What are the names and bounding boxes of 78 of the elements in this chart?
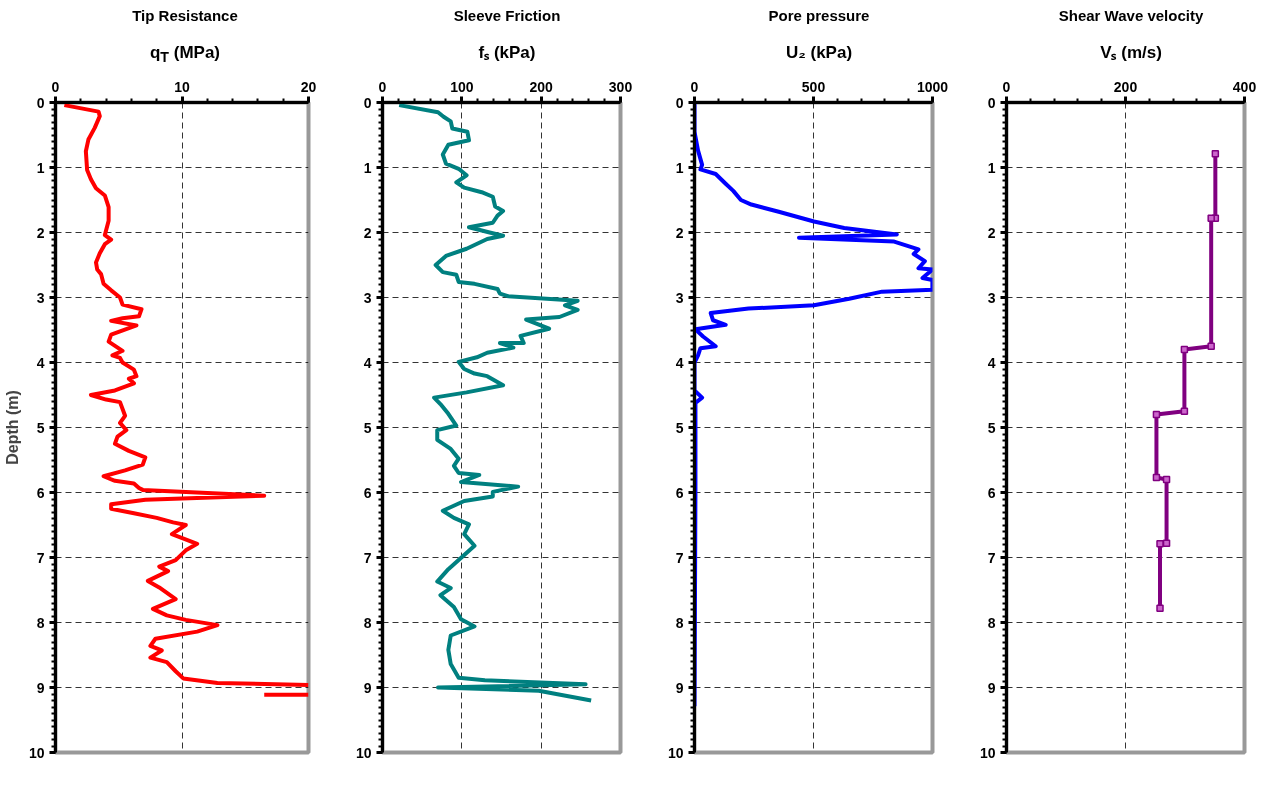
x-tick-label: 0 bbox=[1002, 78, 1011, 95]
y-tick-label: 9 bbox=[36, 679, 45, 696]
x-axis-title: U₂ (kPa) bbox=[785, 42, 853, 64]
y-tick-label: 9 bbox=[675, 679, 684, 696]
y-tick-label: 4 bbox=[675, 354, 684, 371]
x-tick-label: 200 bbox=[1113, 78, 1138, 95]
line-series bbox=[397, 103, 594, 703]
y-tick-label: 8 bbox=[36, 614, 45, 631]
y-tick-label: 10 bbox=[355, 744, 372, 761]
x-tick-label: 0 bbox=[378, 78, 387, 95]
y-tick-label: 1 bbox=[675, 159, 684, 176]
y-tick-label: 7 bbox=[363, 549, 372, 566]
y-tick-label: 3 bbox=[36, 289, 45, 306]
y-tick-label: 7 bbox=[36, 549, 45, 566]
y-tick-label: 1 bbox=[36, 159, 45, 176]
x-tick-label: 20 bbox=[300, 78, 317, 95]
y-tick-label: 6 bbox=[987, 484, 996, 501]
y-tick-label: 3 bbox=[363, 289, 372, 306]
x-tick-label: 400 bbox=[1232, 78, 1257, 95]
y-axis-title: Depth (m) bbox=[3, 390, 21, 465]
point bbox=[1180, 407, 1189, 415]
y-tick-label: 5 bbox=[36, 419, 45, 436]
y-tick-label: 9 bbox=[363, 679, 372, 696]
y-tick-label: 10 bbox=[667, 744, 684, 761]
x-tick-label: 100 bbox=[450, 78, 474, 95]
x-axis-title: q$_{T}$ (MPa) bbox=[149, 42, 221, 68]
point bbox=[1211, 150, 1220, 158]
y-tick-label: 1 bbox=[987, 159, 996, 176]
y-tick-label: 0 bbox=[987, 94, 996, 111]
x-axis-title: fₛ (kPa) bbox=[478, 42, 536, 64]
y-tick-label: 10 bbox=[979, 744, 996, 761]
point bbox=[1152, 410, 1161, 419]
y-tick-label: 8 bbox=[363, 614, 372, 631]
chart-title: Shear Wave velocity bbox=[1058, 6, 1204, 26]
y-tick-label: 7 bbox=[675, 549, 684, 566]
point bbox=[1162, 539, 1171, 547]
point bbox=[1180, 345, 1189, 354]
y-tick-label: 1 bbox=[363, 159, 372, 176]
x-axis-title: Vₛ (m/s) bbox=[1100, 42, 1162, 64]
y-tick-label: 4 bbox=[987, 354, 996, 371]
x-tick-label: 0 bbox=[51, 78, 60, 95]
y-tick-label: 5 bbox=[987, 419, 996, 436]
y-tick-label: 6 bbox=[36, 484, 45, 501]
x-tick-label: 1000 bbox=[916, 78, 949, 95]
y-tick-label: 0 bbox=[36, 94, 45, 111]
y-tick-label: 8 bbox=[987, 614, 996, 631]
y-tick-label: 9 bbox=[987, 679, 996, 696]
y-tick-label: 0 bbox=[363, 94, 372, 111]
y-tick-label: 4 bbox=[36, 354, 45, 371]
y-tick-label: 5 bbox=[675, 419, 684, 436]
x-tick-label: 300 bbox=[608, 78, 633, 95]
chart-title: Sleeve Friction bbox=[453, 6, 561, 26]
y-tick-label: 5 bbox=[363, 419, 372, 436]
x-tick-label: 10 bbox=[174, 78, 190, 95]
x-tick-label: 200 bbox=[529, 78, 554, 95]
y-tick-label: 7 bbox=[987, 549, 996, 566]
point bbox=[1207, 214, 1215, 222]
y-tick-label: 4 bbox=[363, 354, 372, 371]
y-tick-label: 2 bbox=[675, 224, 684, 241]
y-tick-label: 2 bbox=[36, 224, 45, 241]
y-tick-label: 8 bbox=[675, 614, 684, 631]
y-tick-label: 2 bbox=[363, 224, 372, 241]
point bbox=[1207, 342, 1215, 350]
y-tick-label: 3 bbox=[675, 289, 684, 306]
point bbox=[1156, 540, 1164, 548]
y-tick-label: 10 bbox=[28, 744, 45, 761]
point bbox=[1156, 604, 1164, 612]
x-tick-label: 0 bbox=[690, 78, 699, 95]
point bbox=[1152, 473, 1161, 482]
y-tick-label: 6 bbox=[363, 484, 372, 501]
chart-title: Pore pressure bbox=[768, 6, 870, 26]
chart-title: Tip Resistance bbox=[132, 6, 238, 26]
y-tick-label: 3 bbox=[987, 289, 996, 306]
x-tick-label: 500 bbox=[801, 78, 826, 95]
y-tick-label: 6 bbox=[675, 484, 684, 501]
point bbox=[1162, 475, 1171, 484]
y-tick-label: 2 bbox=[987, 224, 996, 241]
y-tick-label: 0 bbox=[675, 94, 684, 111]
